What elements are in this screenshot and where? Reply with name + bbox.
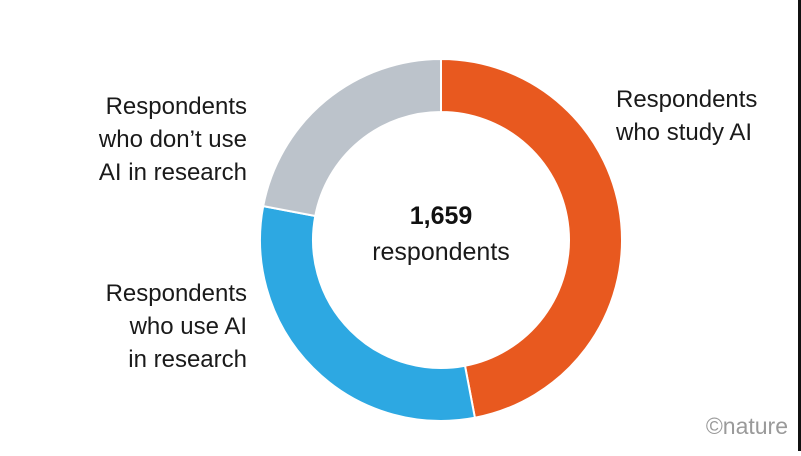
slice-label-study-ai: Respondents who study AI [615,86,757,146]
slice-label-dont-use-ai-line-2: who don’t use [98,126,247,153]
slice-label-dont-use-ai: Respondents who don’t use AI in research [98,93,247,186]
slice-label-study-ai-line-2: who study AI [615,119,752,146]
slice-label-study-ai-line-1: Respondents [616,86,757,113]
donut-slices [259,57,623,422]
slice-label-use-ai-line-1: Respondents [106,280,247,307]
right-edge-bar [798,0,801,451]
slice-label-dont-use-ai-line-1: Respondents [106,93,247,120]
slice-use-ai [259,204,477,422]
slice-label-use-ai: Respondents who use AI in research [106,280,247,373]
slice-label-use-ai-line-3: in research [128,346,247,373]
center-total-unit: respondents [372,238,510,266]
slice-dont-use-ai [262,57,442,218]
slice-study-ai [440,57,623,419]
nature-credit: ©nature [706,413,788,439]
center-total-value: 1,659 [410,202,473,230]
slice-label-use-ai-line-2: who use AI [129,313,247,340]
slice-label-dont-use-ai-line-3: AI in research [99,159,247,186]
